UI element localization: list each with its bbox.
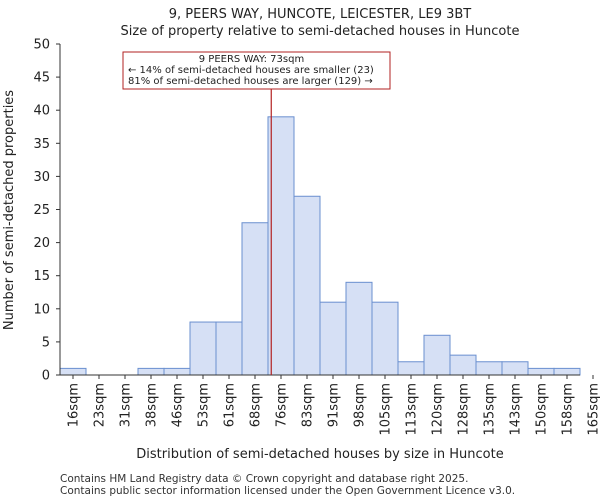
x-tick-label-23sqm: 23sqm bbox=[93, 383, 108, 427]
x-tick-label-31sqm: 31sqm bbox=[119, 383, 134, 427]
x-tick-label-113sqm: 113sqm bbox=[405, 383, 420, 436]
x-tick-label-158sqm: 158sqm bbox=[561, 383, 576, 436]
annotation-line-2: ← 14% of semi-detached houses are smalle… bbox=[128, 65, 374, 76]
bar-91sqm bbox=[319, 301, 347, 376]
bar-135sqm bbox=[475, 361, 503, 376]
footer-line-1: Contains HM Land Registry data © Crown c… bbox=[60, 473, 468, 485]
bar-53sqm bbox=[189, 321, 217, 376]
x-tick-label-38sqm: 38sqm bbox=[145, 383, 160, 427]
bar-158sqm bbox=[553, 367, 581, 376]
x-tick-label-143sqm: 143sqm bbox=[509, 383, 524, 436]
y-axis-label: Number of semi-detached properties bbox=[2, 90, 17, 330]
x-tick-label-150sqm: 150sqm bbox=[535, 383, 550, 436]
annotation-box bbox=[122, 51, 391, 90]
bar-150sqm bbox=[527, 367, 555, 376]
bar-120sqm bbox=[423, 334, 451, 376]
x-tick-label-165sqm: 165sqm bbox=[587, 383, 600, 436]
footer-line-2: Contains public sector information licen… bbox=[60, 485, 515, 497]
bar-76sqm bbox=[267, 116, 295, 376]
y-tick-label-10: 10 bbox=[33, 302, 50, 317]
bar-46sqm bbox=[163, 367, 191, 376]
y-tick-label-20: 20 bbox=[33, 236, 50, 251]
x-tick-label-91sqm: 91sqm bbox=[327, 383, 342, 427]
x-tick-label-135sqm: 135sqm bbox=[483, 383, 498, 436]
x-tick-label-46sqm: 46sqm bbox=[171, 383, 186, 427]
y-tick-label-5: 5 bbox=[42, 335, 50, 350]
y-tick-label-35: 35 bbox=[33, 137, 50, 152]
bar-143sqm bbox=[501, 361, 529, 376]
bar-61sqm bbox=[215, 321, 243, 376]
x-tick-label-120sqm: 120sqm bbox=[431, 383, 446, 436]
bar-128sqm bbox=[449, 354, 477, 376]
y-tick-label-25: 25 bbox=[33, 203, 50, 218]
y-tick-label-15: 15 bbox=[33, 269, 50, 284]
chart-title: 9, PEERS WAY, HUNCOTE, LEICESTER, LE9 3B… bbox=[169, 7, 472, 22]
x-tick-label-16sqm: 16sqm bbox=[67, 383, 82, 427]
x-axis: 16sqm 23sqm 31sqm 38sqm 46sqm 53sqm 61sqm 68sqm… bbox=[60, 374, 600, 436]
bar-113sqm bbox=[397, 361, 425, 376]
x-tick-label-53sqm: 53sqm bbox=[197, 383, 212, 427]
x-tick-label-98sqm: 98sqm bbox=[353, 383, 368, 427]
x-tick-label-61sqm: 61sqm bbox=[223, 383, 238, 427]
y-tick-label-0: 0 bbox=[42, 369, 50, 384]
x-tick-label-105sqm: 105sqm bbox=[379, 383, 394, 436]
x-tick-label-76sqm: 76sqm bbox=[275, 383, 290, 427]
bar-68sqm bbox=[241, 222, 269, 376]
bar-38sqm bbox=[137, 367, 165, 376]
bar-83sqm bbox=[293, 195, 321, 376]
property-marker: 9 PEERS WAY: 73sqm← 14% of semi-detached… bbox=[122, 51, 391, 375]
x-tick-label-83sqm: 83sqm bbox=[301, 383, 316, 427]
y-tick-label-40: 40 bbox=[33, 104, 50, 119]
annotation-line-3: 81% of semi-detached houses are larger (… bbox=[128, 76, 373, 87]
y-tick-label-45: 45 bbox=[33, 71, 50, 86]
y-tick-label-50: 50 bbox=[33, 38, 50, 53]
bar-98sqm bbox=[345, 281, 373, 376]
y-tick-label-30: 30 bbox=[33, 170, 50, 185]
annotation-line-1: 9 PEERS WAY: 73sqm bbox=[199, 54, 304, 65]
y-axis: 0 5 10 15 20 25 30 35 40 45 50 bbox=[33, 38, 61, 384]
x-tick-label-68sqm: 68sqm bbox=[249, 383, 264, 427]
chart-subtitle: Size of property relative to semi-detach… bbox=[121, 24, 520, 39]
bars-group bbox=[59, 116, 581, 376]
bar-105sqm bbox=[371, 301, 399, 376]
x-axis-label: Distribution of semi-detached houses by … bbox=[136, 447, 503, 462]
x-tick-label-128sqm: 128sqm bbox=[457, 383, 472, 436]
bar-16sqm bbox=[59, 367, 87, 376]
